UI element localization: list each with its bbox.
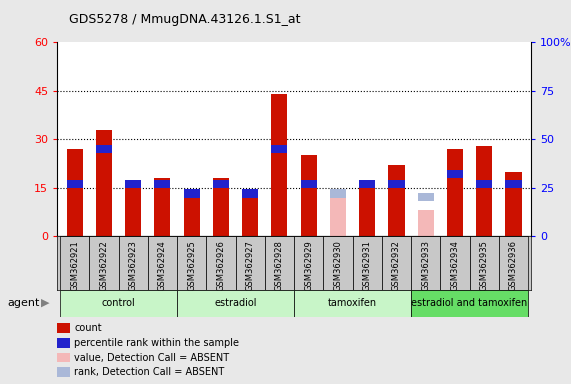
Bar bbox=[67, 149, 83, 236]
Bar bbox=[89, 236, 119, 290]
Text: percentile rank within the sample: percentile rank within the sample bbox=[74, 338, 239, 348]
Bar bbox=[271, 145, 287, 153]
Bar bbox=[177, 290, 294, 317]
Bar bbox=[265, 236, 294, 290]
Bar bbox=[213, 178, 229, 236]
Text: GSM362934: GSM362934 bbox=[451, 240, 460, 291]
Bar bbox=[271, 94, 287, 236]
Text: GSM362931: GSM362931 bbox=[363, 240, 372, 291]
Bar bbox=[125, 181, 141, 236]
Text: GSM362928: GSM362928 bbox=[275, 240, 284, 291]
Text: GSM362925: GSM362925 bbox=[187, 240, 196, 291]
Bar bbox=[96, 129, 112, 236]
Text: rank, Detection Call = ABSENT: rank, Detection Call = ABSENT bbox=[74, 367, 224, 377]
Bar bbox=[499, 236, 528, 290]
Bar bbox=[417, 193, 434, 202]
Bar bbox=[505, 180, 521, 188]
Text: GSM362935: GSM362935 bbox=[480, 240, 489, 291]
Bar bbox=[60, 290, 177, 317]
Bar bbox=[440, 236, 469, 290]
Bar bbox=[301, 156, 317, 236]
Text: GSM362921: GSM362921 bbox=[70, 240, 79, 291]
Bar bbox=[60, 236, 89, 290]
Bar bbox=[242, 189, 258, 197]
Bar bbox=[294, 290, 411, 317]
Text: count: count bbox=[74, 323, 102, 333]
Bar bbox=[301, 180, 317, 188]
Text: ▶: ▶ bbox=[41, 297, 50, 307]
Bar bbox=[294, 236, 323, 290]
Bar bbox=[67, 180, 83, 188]
Bar bbox=[119, 236, 148, 290]
Bar bbox=[242, 194, 258, 236]
Text: GSM362923: GSM362923 bbox=[128, 240, 138, 291]
Text: GSM362924: GSM362924 bbox=[158, 240, 167, 291]
Bar bbox=[323, 236, 352, 290]
Text: GSM362926: GSM362926 bbox=[216, 240, 226, 291]
Bar bbox=[469, 236, 499, 290]
Bar bbox=[476, 146, 492, 236]
Text: GSM362933: GSM362933 bbox=[421, 240, 430, 291]
Bar bbox=[125, 180, 141, 188]
Bar bbox=[154, 178, 171, 236]
Bar bbox=[177, 236, 206, 290]
Text: control: control bbox=[102, 298, 135, 308]
Text: value, Detection Call = ABSENT: value, Detection Call = ABSENT bbox=[74, 353, 230, 362]
Bar bbox=[476, 180, 492, 188]
Text: GSM362936: GSM362936 bbox=[509, 240, 518, 291]
Bar bbox=[359, 180, 375, 188]
Text: GSM362929: GSM362929 bbox=[304, 240, 313, 291]
Bar bbox=[330, 189, 346, 197]
Text: GSM362932: GSM362932 bbox=[392, 240, 401, 291]
Bar bbox=[154, 180, 171, 188]
Text: estradiol and tamoxifen: estradiol and tamoxifen bbox=[412, 298, 528, 308]
Bar bbox=[447, 170, 463, 178]
Text: GSM362930: GSM362930 bbox=[333, 240, 343, 291]
Bar bbox=[388, 165, 404, 236]
Bar bbox=[388, 180, 404, 188]
Bar bbox=[359, 181, 375, 236]
Bar bbox=[411, 236, 440, 290]
Bar bbox=[352, 236, 382, 290]
Text: GSM362927: GSM362927 bbox=[246, 240, 255, 291]
Bar bbox=[411, 290, 528, 317]
Text: agent: agent bbox=[7, 298, 40, 308]
Bar bbox=[382, 236, 411, 290]
Bar bbox=[447, 149, 463, 236]
Bar bbox=[330, 197, 346, 236]
Bar bbox=[206, 236, 236, 290]
Bar bbox=[417, 210, 434, 236]
Text: GDS5278 / MmugDNA.43126.1.S1_at: GDS5278 / MmugDNA.43126.1.S1_at bbox=[69, 13, 300, 26]
Text: estradiol: estradiol bbox=[214, 298, 257, 308]
Bar bbox=[213, 180, 229, 188]
Bar bbox=[96, 145, 112, 153]
Bar bbox=[148, 236, 177, 290]
Bar bbox=[236, 236, 265, 290]
Text: GSM362922: GSM362922 bbox=[99, 240, 108, 291]
Bar bbox=[184, 189, 200, 197]
Bar bbox=[184, 194, 200, 236]
Text: tamoxifen: tamoxifen bbox=[328, 298, 377, 308]
Bar bbox=[505, 172, 521, 236]
